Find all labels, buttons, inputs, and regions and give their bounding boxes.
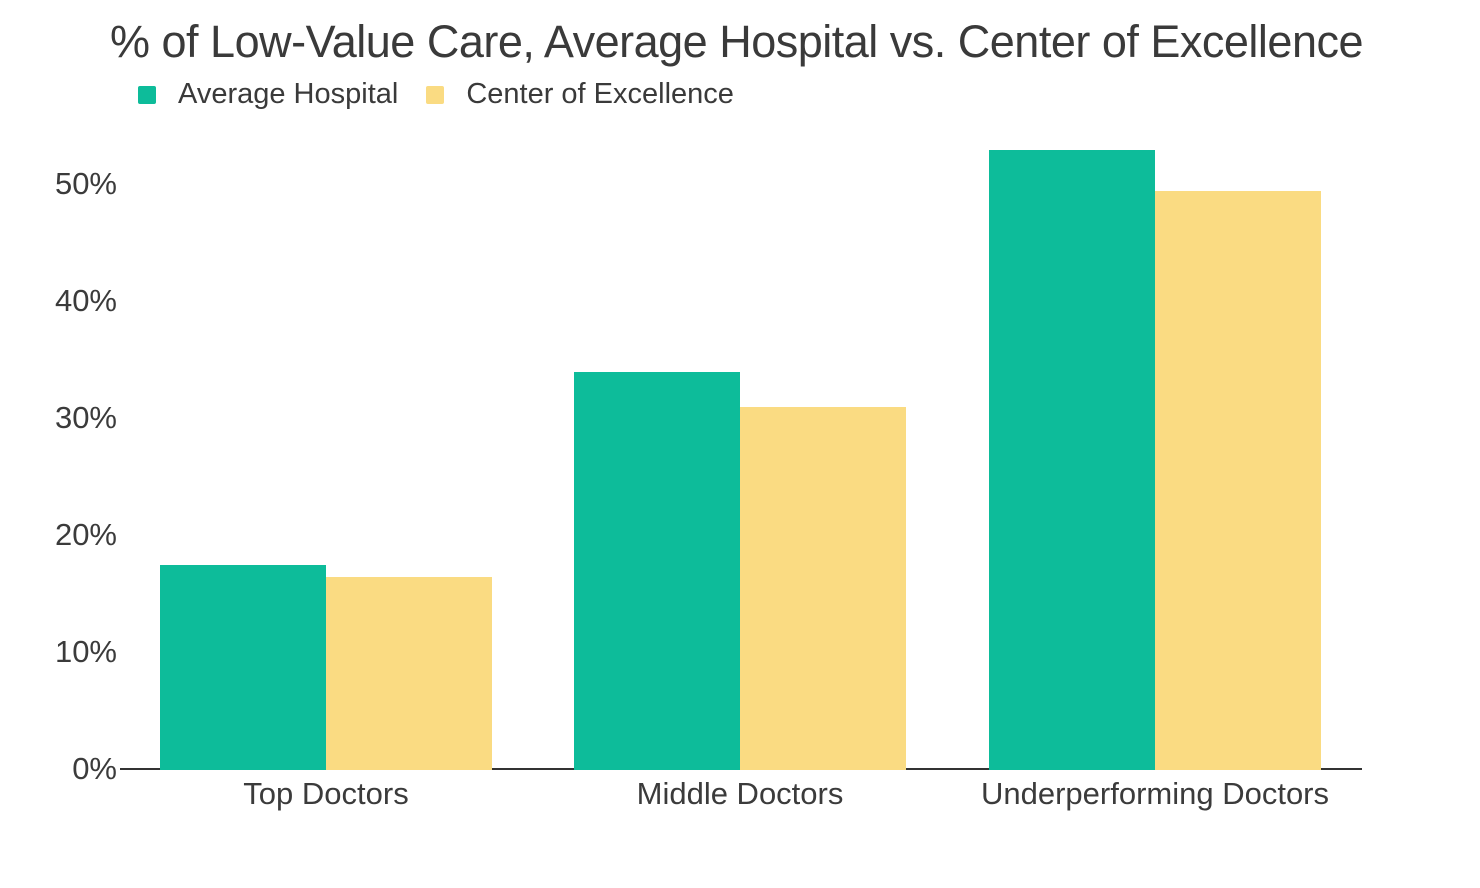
- legend-label-average-hospital: Average Hospital: [178, 78, 399, 110]
- legend-swatch-center-of-excellence: [426, 85, 445, 104]
- bar-center-of-excellence-underperforming-doctors: [1155, 191, 1321, 770]
- y-axis-tick-label-0: 0%: [72, 751, 117, 786]
- legend-swatch-average-hospital: [138, 85, 156, 104]
- bar-center-of-excellence-top-doctors: [326, 577, 492, 770]
- chart-legend: Average Hospital Center of Excellence: [138, 78, 734, 111]
- legend-item-center-of-excellence: Center of Excellence: [426, 78, 734, 111]
- bar-average-hospital-top-doctors: [160, 565, 326, 770]
- bar-average-hospital-underperforming-doctors: [989, 150, 1155, 770]
- y-axis-tick-label-40: 40%: [54, 283, 117, 318]
- y-axis-tick-label-50: 50%: [54, 166, 117, 201]
- x-axis-category-label-middle-doctors: Middle Doctors: [636, 776, 844, 811]
- bar-center-of-excellence-middle-doctors: [740, 407, 906, 770]
- x-axis-category-label-top-doctors: Top Doctors: [243, 776, 409, 811]
- y-axis-tick-label-20: 20%: [54, 517, 117, 552]
- legend-label-center-of-excellence: Center of Excellence: [466, 78, 734, 110]
- legend-item-average-hospital: Average Hospital: [138, 78, 398, 111]
- y-axis-tick-label-10: 10%: [54, 634, 117, 669]
- y-axis-tick-label-30: 30%: [54, 400, 117, 435]
- chart-title: % of Low-Value Care, Average Hospital vs…: [110, 16, 1364, 67]
- x-axis-category-label-underperforming-doctors: Underperforming Doctors: [980, 776, 1330, 811]
- bar-average-hospital-middle-doctors: [574, 372, 740, 770]
